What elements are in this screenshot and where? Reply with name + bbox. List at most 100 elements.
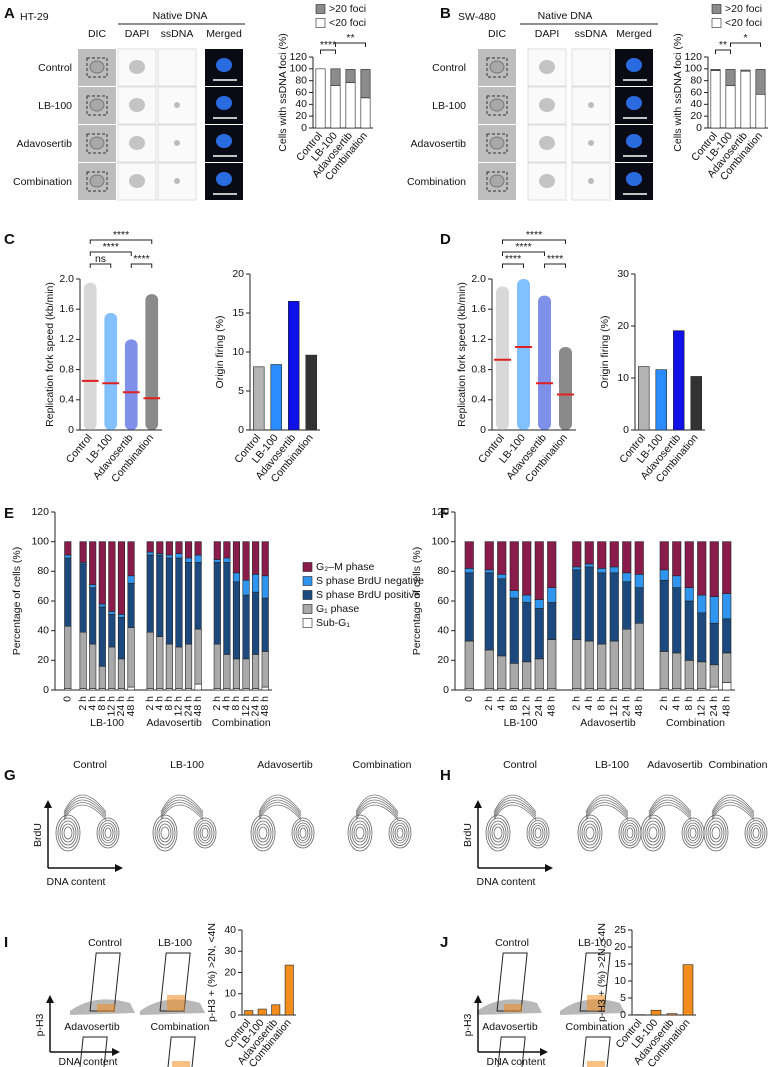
column-label: DAPI	[125, 28, 150, 40]
contour	[201, 827, 209, 839]
column-label: DIC	[88, 28, 107, 40]
bar-segment	[672, 587, 682, 654]
bar-segment	[659, 569, 669, 581]
bar-segment	[165, 557, 173, 645]
y-tick-label: 0.4	[59, 394, 74, 406]
contour	[355, 804, 399, 821]
bar-segment	[464, 572, 474, 642]
bar-segment	[484, 569, 494, 574]
axis-label: BrdU	[32, 823, 44, 847]
bar-segment	[146, 551, 154, 556]
bar-segment	[634, 573, 644, 588]
bar-segment	[360, 97, 371, 129]
legend-swatch	[315, 4, 326, 14]
fluor-image	[157, 48, 197, 87]
bar-segment	[597, 572, 607, 645]
significance-label: ****	[113, 229, 129, 241]
y-axis-label: Replication fork speed (kb/min)	[456, 282, 468, 427]
bar-segment	[584, 566, 594, 642]
bar	[270, 364, 282, 431]
contour	[640, 814, 666, 852]
row-label: Control	[432, 62, 466, 74]
bar-segment	[697, 594, 707, 614]
axis-label: DNA content	[47, 876, 106, 888]
contour	[258, 794, 302, 813]
arrow-head	[112, 1048, 120, 1056]
contour	[160, 802, 204, 819]
arrow-head	[44, 800, 52, 808]
bar	[666, 1013, 678, 1016]
header: Native DNA	[153, 10, 208, 22]
nucleus	[216, 58, 232, 72]
bar-segment	[127, 575, 135, 584]
contour	[530, 822, 546, 844]
x-tick-label: 2 h	[77, 696, 89, 711]
contour	[152, 814, 178, 852]
contour	[355, 802, 399, 819]
bar-segment	[184, 643, 193, 689]
roi-box	[86, 95, 108, 116]
roi-box	[486, 57, 508, 78]
x-tick-label: 4 h	[154, 696, 166, 711]
contour	[689, 827, 697, 839]
group-label: LB-100	[504, 717, 538, 729]
y-tick-label: 20	[224, 966, 236, 978]
contour	[158, 823, 172, 843]
bar-segment	[261, 651, 269, 688]
significance-label: *	[743, 32, 747, 44]
y-tick-label: 20	[232, 268, 244, 280]
bar-segment	[146, 554, 154, 633]
bar-segment	[242, 594, 250, 660]
bar-segment	[89, 587, 97, 645]
bar-segment	[522, 541, 532, 596]
y-axis-label: p-H3 + (%) >2N, <4N	[206, 923, 218, 1022]
bar-segment	[659, 651, 669, 689]
arrow-head	[545, 864, 553, 872]
contour	[750, 825, 762, 841]
x-tick-label: 12 h	[608, 696, 620, 717]
contour	[711, 794, 755, 813]
contour	[532, 825, 544, 841]
bar-segment	[722, 682, 732, 691]
bar-segment	[709, 541, 719, 597]
roi-box	[86, 171, 108, 192]
condition-label: Adavosertib	[647, 759, 703, 771]
bar-segment	[740, 69, 751, 72]
bar	[305, 354, 317, 431]
significance-label: ****	[505, 253, 521, 265]
bar-segment	[175, 646, 183, 689]
bar-segment	[584, 640, 594, 689]
bar-segment	[117, 658, 126, 689]
contour	[626, 827, 634, 839]
y-axis-label: Replication fork speed (kb/min)	[44, 282, 56, 427]
foci	[174, 178, 180, 184]
nucleus	[539, 174, 555, 188]
row-label: Combination	[13, 176, 72, 188]
bar	[673, 330, 685, 431]
legend-label: G₁ phase	[316, 603, 359, 615]
bar-segment	[242, 541, 250, 581]
contour	[291, 817, 315, 849]
y-tick-label: 60	[690, 86, 702, 98]
bar-segment	[165, 554, 173, 559]
bar-segment	[484, 572, 494, 651]
bar-segment	[261, 686, 269, 691]
y-tick-label: 10	[614, 975, 626, 987]
cell	[489, 98, 505, 112]
column-label: DIC	[488, 28, 507, 40]
y-axis-label: Percentage of cells (%)	[411, 547, 423, 656]
bar-segment	[79, 563, 87, 633]
condition-label: Control	[495, 937, 529, 949]
contour	[709, 823, 723, 843]
bar-segment	[672, 652, 682, 689]
bar-segment	[722, 593, 732, 620]
bar-segment	[360, 69, 371, 99]
contour	[648, 797, 692, 815]
nucleus	[129, 174, 145, 188]
bar-segment	[522, 602, 532, 663]
y-tick-label: 0	[43, 684, 49, 696]
condition-label: LB-100	[158, 937, 192, 949]
cell	[489, 136, 505, 150]
bar-segment	[213, 562, 221, 645]
gated-events	[97, 1004, 115, 1012]
